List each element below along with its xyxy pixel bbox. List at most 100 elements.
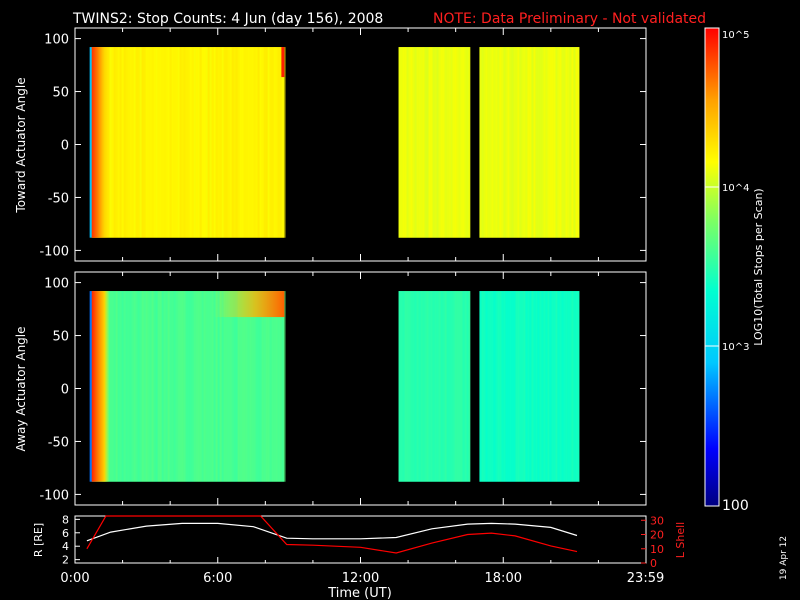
toward-data-streak: [125, 47, 128, 238]
toward-data-streak: [185, 47, 188, 238]
away-data-streak: [187, 291, 190, 482]
colorbar-tick-label: 10^4: [722, 183, 749, 194]
toward-data-streak: [420, 47, 423, 238]
away-data-streak: [193, 291, 196, 482]
away-data-streak: [265, 291, 268, 482]
toward-data-streak: [273, 47, 276, 238]
toward-data-streak: [485, 47, 488, 238]
away-data-streak: [257, 291, 260, 482]
away-data-streak: [505, 291, 508, 482]
away-data-streak: [519, 291, 522, 482]
away-ytick-label: -100: [39, 488, 69, 503]
toward-data-streak: [149, 47, 152, 238]
toward-data-streak: [253, 47, 256, 238]
toward-data-streak: [257, 47, 260, 238]
toward-data-streak: [235, 47, 238, 238]
away-data-streak: [283, 291, 286, 482]
toward-data-streak: [448, 47, 451, 238]
toward-data-streak: [119, 47, 122, 238]
toward-data-streak: [497, 47, 500, 238]
toward-data-streak: [267, 47, 270, 238]
away-data-streak: [489, 291, 492, 482]
toward-data-streak: [517, 47, 520, 238]
away-edge-line: [89, 291, 92, 482]
orbit-panel-frame: [74, 515, 647, 564]
away-data-streak: [155, 291, 158, 482]
toward-data-streak: [499, 47, 502, 238]
toward-data-streak: [519, 47, 522, 238]
away-data-streak: [111, 291, 114, 482]
away-data-streak: [123, 291, 126, 482]
toward-data-streak: [531, 47, 534, 238]
toward-data-streak: [406, 47, 409, 238]
away-data-streak: [133, 291, 136, 482]
away-data-streak: [466, 291, 469, 482]
away-data-streak: [229, 291, 232, 482]
away-data-streak: [143, 291, 146, 482]
away-data-streak: [249, 291, 252, 482]
away-data-streak: [175, 291, 178, 482]
away-data-streak: [450, 291, 453, 482]
away-y-axis-label: Away Actuator Angle: [14, 326, 28, 451]
away-data-streak: [527, 291, 530, 482]
toward-data-streak: [269, 47, 272, 238]
away-data-streak: [428, 291, 431, 482]
toward-data-streak: [231, 47, 234, 238]
away-data-streak: [446, 291, 449, 482]
away-data-streak: [183, 291, 186, 482]
away-data-streak: [547, 291, 550, 482]
away-data-streak: [115, 291, 118, 482]
toward-data-streak: [181, 47, 184, 238]
away-data-streak: [517, 291, 520, 482]
toward-data-streak: [553, 47, 556, 238]
colorbar-label: LOG10(Total Stops per Scan): [752, 188, 765, 345]
toward-data-streak: [551, 47, 554, 238]
toward-data-streak: [163, 47, 166, 238]
away-data-streak: [460, 291, 463, 482]
toward-data-streak: [408, 47, 411, 238]
toward-data-streak: [159, 47, 162, 238]
away-ytick-label: 100: [44, 277, 69, 292]
toward-data-streak: [195, 47, 198, 238]
toward-heatmap-panel: 100 50 0 -50 -100 Toward Actuator Angle: [14, 27, 647, 262]
away-data-streak: [551, 291, 554, 482]
away-data-streak: [271, 291, 274, 482]
toward-heatmap-data: [89, 47, 580, 238]
toward-data-streak: [521, 47, 524, 238]
away-edge-enhancement: [91, 291, 110, 482]
away-data-streak: [424, 291, 427, 482]
toward-data-streak: [547, 47, 550, 238]
away-data-streak: [157, 291, 160, 482]
away-data-streak: [139, 291, 142, 482]
toward-data-streak: [527, 47, 530, 238]
toward-data-streak: [456, 47, 459, 238]
toward-ytick-label: 0: [61, 139, 69, 154]
toward-data-streak: [414, 47, 417, 238]
away-data-streak: [442, 291, 445, 482]
away-data-streak: [209, 291, 212, 482]
toward-data-streak: [481, 47, 484, 238]
r-axis-label: R [RE]: [32, 523, 45, 557]
away-data-streak: [247, 291, 250, 482]
toward-data-streak: [233, 47, 236, 238]
toward-data-streak: [434, 47, 437, 238]
toward-data-streak: [440, 47, 443, 238]
away-data-streak: [557, 291, 560, 482]
toward-data-streak: [243, 47, 246, 238]
toward-data-streak: [151, 47, 154, 238]
toward-y-axis: 100 50 0 -50 -100: [39, 28, 647, 261]
away-data-streak: [225, 291, 228, 482]
away-data-streak: [571, 291, 574, 482]
toward-data-streak: [157, 47, 160, 238]
toward-data-streak: [535, 47, 538, 238]
toward-data-streak: [189, 47, 192, 238]
away-data-streak: [438, 291, 441, 482]
away-data-streak: [141, 291, 144, 482]
away-data-streak: [207, 291, 210, 482]
toward-data-streak: [279, 47, 282, 238]
away-data-streak: [462, 291, 465, 482]
away-data-streak: [151, 291, 154, 482]
away-data-streak: [231, 291, 234, 482]
toward-data-streak: [400, 47, 403, 238]
